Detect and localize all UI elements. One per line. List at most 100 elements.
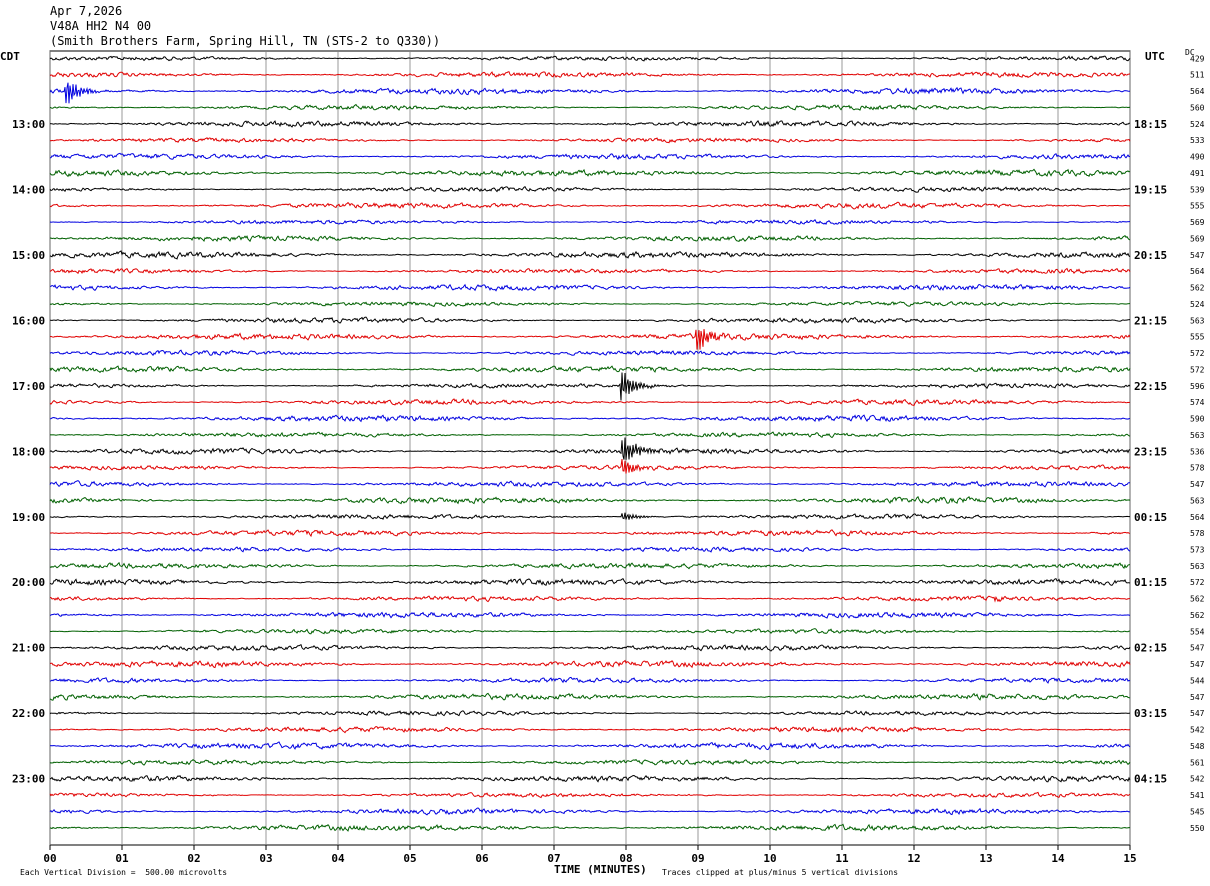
dc-offset-value: 562 xyxy=(1190,284,1205,293)
dc-offset-value: 563 xyxy=(1190,431,1205,440)
seismic-trace xyxy=(49,267,1131,275)
cdt-hour-label: 16:00 xyxy=(12,314,45,327)
dc-offset-value: 555 xyxy=(1190,202,1205,211)
dc-offset-value: 563 xyxy=(1190,562,1205,571)
seismic-trace xyxy=(49,120,1130,128)
cdt-hour-label: 22:00 xyxy=(12,707,45,720)
x-tick-label: 07 xyxy=(547,852,560,865)
dc-offset-value: 572 xyxy=(1190,578,1205,587)
dc-offset-value: 578 xyxy=(1190,464,1205,473)
dc-offset-value: 547 xyxy=(1190,709,1205,718)
dc-offset-value: 547 xyxy=(1190,480,1205,489)
seismic-trace xyxy=(49,71,1131,79)
x-tick-label: 02 xyxy=(187,852,200,865)
utc-hour-label: 23:15 xyxy=(1134,445,1167,458)
seismic-trace xyxy=(49,659,1131,669)
clip-note: Traces clipped at plus/minus 5 vertical … xyxy=(662,868,899,877)
cdt-hour-label: 21:00 xyxy=(12,642,45,655)
x-tick-label: 06 xyxy=(475,852,489,865)
dc-offset-value: 590 xyxy=(1190,415,1205,424)
seismic-trace xyxy=(49,628,1130,635)
seismic-trace xyxy=(49,725,1131,734)
channel-id: V48A HH2 N4 00 xyxy=(50,19,152,33)
x-tick-label: 10 xyxy=(763,852,776,865)
seismic-trace xyxy=(49,431,1131,439)
seismic-trace xyxy=(49,774,1131,783)
dc-offset-value: 554 xyxy=(1190,627,1205,636)
left-timezone-label: CDT xyxy=(0,50,20,63)
utc-hour-label: 03:15 xyxy=(1134,707,1167,720)
seismic-trace xyxy=(49,578,1131,586)
seismic-trace xyxy=(49,103,1131,111)
x-tick-label: 14 xyxy=(1051,852,1065,865)
dc-offset-value: 596 xyxy=(1190,382,1205,391)
plot-date: Apr 7,2026 xyxy=(50,4,123,18)
dc-offset-value: 564 xyxy=(1190,267,1205,276)
seismic-trace xyxy=(49,372,1131,401)
cdt-hour-label: 14:00 xyxy=(12,183,45,196)
seismic-trace xyxy=(49,137,1131,144)
x-tick-label: 04 xyxy=(331,852,345,865)
seismic-trace xyxy=(49,82,1131,104)
seismic-trace xyxy=(49,329,1131,350)
seismic-trace xyxy=(49,250,1131,260)
x-tick-label: 09 xyxy=(691,852,704,865)
utc-hour-label: 04:15 xyxy=(1134,773,1167,786)
dc-offset-value: 511 xyxy=(1190,71,1205,80)
dc-offset-value: 578 xyxy=(1190,529,1205,538)
seismic-trace xyxy=(49,529,1131,538)
dc-offset-value: 555 xyxy=(1190,333,1205,342)
dc-offset-value: 539 xyxy=(1190,185,1205,194)
utc-hour-label: 22:15 xyxy=(1134,380,1167,393)
seismic-trace xyxy=(49,459,1131,474)
dc-offset-value: 429 xyxy=(1190,54,1205,63)
dc-offset-value: 562 xyxy=(1190,611,1205,620)
dc-offset-value: 547 xyxy=(1190,251,1205,260)
seismic-trace xyxy=(49,823,1131,832)
seismic-trace xyxy=(49,437,1131,460)
dc-offset-value: 563 xyxy=(1190,316,1205,325)
seismic-trace xyxy=(49,807,1131,816)
dc-offset-value: 547 xyxy=(1190,660,1205,669)
dc-offset-value: 560 xyxy=(1190,103,1205,112)
x-tick-label: 11 xyxy=(835,852,849,865)
x-tick-label: 12 xyxy=(907,852,920,865)
seismic-trace xyxy=(49,710,1131,717)
dc-offset-value: 542 xyxy=(1190,726,1205,735)
dc-offset-value: 544 xyxy=(1190,676,1205,685)
dc-offset-value: 491 xyxy=(1190,169,1205,178)
seismic-trace xyxy=(49,676,1131,684)
seismic-traces xyxy=(49,55,1131,832)
x-tick-label: 00 xyxy=(43,852,56,865)
cdt-hour-label: 19:00 xyxy=(12,511,45,524)
cdt-hour-label: 17:00 xyxy=(12,380,45,393)
seismic-trace xyxy=(49,692,1131,701)
scale-note: Each Vertical Division = 500.00 microvol… xyxy=(20,868,228,877)
dc-offset-value: 541 xyxy=(1190,791,1205,800)
dc-offset-value: 547 xyxy=(1190,644,1205,653)
seismic-trace xyxy=(49,595,1131,603)
dc-offset-value: 547 xyxy=(1190,693,1205,702)
cdt-hour-label: 13:00 xyxy=(12,118,45,131)
seismic-trace xyxy=(49,495,1131,505)
cdt-hour-label: 20:00 xyxy=(12,576,45,589)
cdt-hour-label: 23:00 xyxy=(12,773,45,786)
utc-hour-label: 01:15 xyxy=(1134,576,1167,589)
seismic-trace xyxy=(49,398,1131,407)
utc-hour-label: 20:15 xyxy=(1134,249,1167,262)
seismic-trace xyxy=(49,349,1131,357)
dc-offset-value: 550 xyxy=(1190,824,1205,833)
dc-offset-value: 569 xyxy=(1190,234,1205,243)
seismic-trace xyxy=(49,512,1130,520)
seismic-trace xyxy=(49,234,1131,243)
seismic-trace xyxy=(49,168,1131,178)
dc-offset-value: 572 xyxy=(1190,365,1205,374)
seismic-trace xyxy=(49,300,1130,308)
seismic-trace xyxy=(49,414,1130,423)
dc-offset-value: 561 xyxy=(1190,758,1205,767)
seismic-trace xyxy=(49,219,1130,225)
seismic-trace xyxy=(49,546,1131,553)
utc-hour-label: 02:15 xyxy=(1134,642,1167,655)
x-tick-label: 05 xyxy=(403,852,416,865)
